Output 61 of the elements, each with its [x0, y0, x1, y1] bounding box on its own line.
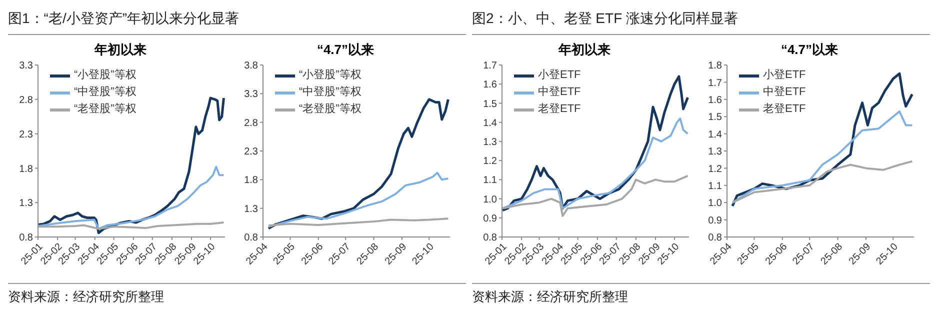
- legend-label: 中登ETF: [763, 85, 806, 100]
- y-tick-label: 1.8: [708, 60, 722, 72]
- y-tick-label: 1.0: [483, 194, 498, 206]
- y-tick-label: 0.9: [708, 215, 722, 226]
- y-tick-label: 1.1: [708, 180, 722, 192]
- y-tick-label: 1.4: [483, 118, 498, 129]
- y-tick-label: 2.8: [19, 94, 34, 106]
- caption: 图1：“老/小登资产”年初以来分化显著: [8, 8, 466, 35]
- legend-label: “中登股”等权: [74, 85, 136, 100]
- legend-label: “小登股”等权: [299, 68, 362, 83]
- y-tick-label: 3.8: [244, 60, 258, 72]
- legend-label: 老登ETF: [763, 102, 806, 117]
- y-tick-label: 0.8: [19, 232, 34, 244]
- y-tick-label: 1.6: [708, 94, 722, 106]
- line-series: [38, 222, 225, 230]
- y-tick-label: 0.8: [244, 232, 258, 244]
- y-tick-label: 1.8: [19, 164, 34, 175]
- chart-title: 年初以来: [93, 41, 148, 59]
- line-series: [502, 174, 689, 217]
- y-tick-label: 1.3: [708, 146, 722, 158]
- y-tick-label: 1.6: [483, 80, 498, 91]
- caption: 图2：小、中、老登 ETF 涨速分化同样显著: [472, 8, 930, 35]
- line-series: [731, 160, 914, 204]
- y-tick-label: 1.8: [244, 175, 258, 186]
- y-tick-label: 1.2: [708, 164, 722, 175]
- y-tick-label: 2.3: [19, 129, 34, 140]
- line-series: [38, 166, 225, 230]
- y-tick-label: 3.3: [19, 60, 34, 72]
- chart-title: “4.7”以来: [780, 41, 840, 59]
- text: 资料来源：经济研究所整理: [472, 283, 930, 306]
- y-tick-label: 2.8: [244, 118, 258, 129]
- y-tick-label: 0.8: [483, 232, 498, 244]
- y-tick-label: 1.1: [483, 175, 498, 186]
- y-tick-label: 3.3: [244, 89, 258, 100]
- legend-label: 中登ETF: [538, 85, 581, 100]
- y-tick-label: 1.3: [244, 204, 258, 215]
- legend-label: “老登股”等权: [74, 102, 136, 117]
- y-tick-label: 1.7: [483, 60, 498, 72]
- y-tick-label: 1.5: [708, 112, 722, 124]
- line-series: [267, 172, 450, 228]
- chart-title: 年初以来: [557, 41, 612, 59]
- line-series: [267, 218, 450, 227]
- y-tick-label: 0.9: [483, 213, 498, 224]
- y-tick-label: 1.3: [483, 136, 498, 148]
- legend-label: “小登股”等权: [74, 68, 136, 83]
- line-series: [502, 118, 689, 210]
- legend-label: 老登ETF: [538, 102, 581, 117]
- legend-label: 小登ETF: [538, 68, 581, 83]
- legend-label: “老登股”等权: [299, 102, 362, 117]
- y-tick-label: 2.3: [244, 146, 258, 158]
- y-tick-label: 1.4: [708, 129, 722, 140]
- y-tick-label: 0.8: [708, 232, 722, 244]
- chart-title: “4.7”以来: [316, 41, 376, 59]
- y-tick-label: 1.5: [483, 98, 498, 110]
- text: 资料来源：经济研究所整理: [8, 283, 466, 306]
- y-tick-label: 1.0: [708, 198, 722, 210]
- legend-label: 小登ETF: [763, 68, 806, 83]
- y-tick-label: 1.3: [19, 198, 34, 210]
- legend-label: “中登股”等权: [299, 85, 362, 100]
- y-tick-label: 1.7: [708, 78, 722, 89]
- y-tick-label: 1.2: [483, 156, 498, 168]
